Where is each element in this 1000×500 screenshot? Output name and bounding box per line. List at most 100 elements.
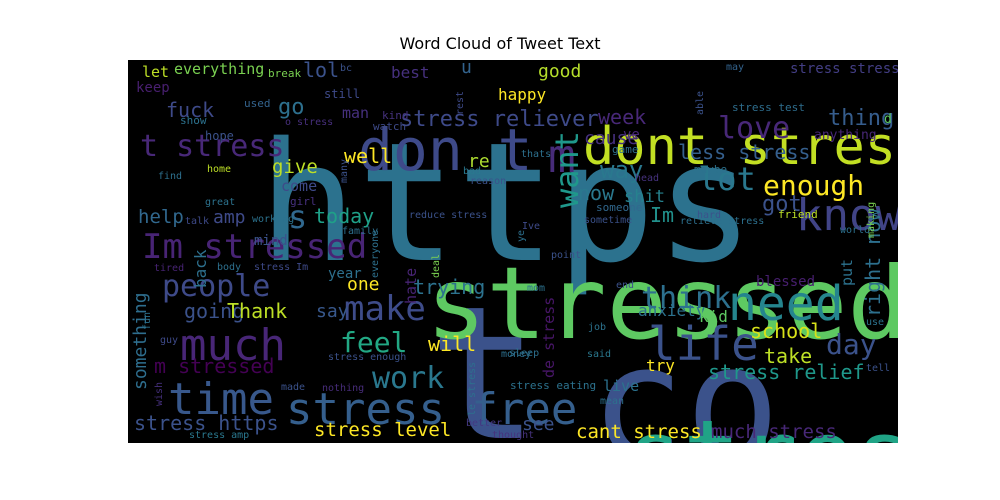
cloud-word: de stress <box>540 297 558 378</box>
cloud-word: https <box>258 107 755 299</box>
cloud-word: able <box>695 91 706 115</box>
cloud-word: trying <box>413 275 485 299</box>
cloud-word: everything <box>174 60 264 78</box>
cloud-word: o stress <box>285 117 333 128</box>
cloud-word: blessed <box>756 274 815 290</box>
cloud-word: re <box>468 151 490 172</box>
cloud-word: let <box>142 63 169 81</box>
cloud-word: u <box>461 60 472 78</box>
cloud-word: use <box>866 317 884 328</box>
cloud-word: point <box>551 250 581 261</box>
cloud-word: stress free <box>286 384 577 435</box>
cloud-word: feel <box>340 326 407 359</box>
cloud-word: come <box>281 177 317 195</box>
cloud-word: stress amp <box>189 430 249 441</box>
cloud-word: head <box>635 173 659 184</box>
cloud-word: find <box>158 171 182 182</box>
cloud-word: home <box>207 164 231 175</box>
cloud-word: tired <box>154 263 184 274</box>
cloud-word: hate <box>402 268 420 304</box>
cloud-word: live <box>603 377 639 395</box>
cloud-word: stress stress <box>790 61 898 77</box>
cloud-word: right now <box>861 208 885 317</box>
cloud-word: day <box>826 328 877 361</box>
cloud-word: kid <box>699 307 728 326</box>
cloud-word: t <box>428 266 539 443</box>
cloud-word: girl <box>290 195 317 208</box>
cloud-word: help <box>138 206 184 228</box>
cloud-word: going <box>184 299 244 323</box>
cloud-word: stress enough <box>328 352 406 363</box>
cloud-word: think <box>641 281 731 316</box>
cloud-word: relieve stress <box>680 216 764 227</box>
cloud-word: deal <box>431 254 442 278</box>
cloud-word: fuck <box>166 98 214 122</box>
cloud-word: thats <box>521 149 551 160</box>
cloud-word: t stress <box>140 129 285 164</box>
cloud-word: need <box>728 276 844 332</box>
cloud-word: maybe <box>694 163 727 176</box>
cloud-word: may <box>726 62 744 73</box>
cloud-word: game <box>612 143 639 156</box>
cloud-word: hope <box>205 129 234 143</box>
cloud-word: stress Im <box>254 262 308 273</box>
cloud-word: try <box>646 356 675 375</box>
cloud-word: mind <box>254 233 288 249</box>
cloud-word: stressed <box>426 245 898 362</box>
cloud-word: watch <box>373 120 406 133</box>
cloud-word: one <box>347 274 380 295</box>
cloud-word: put <box>838 259 856 286</box>
cloud-word: stress relief <box>708 360 865 384</box>
cloud-word: break <box>268 67 301 80</box>
cloud-word: go <box>278 95 305 120</box>
cloud-word: stress https <box>134 411 279 435</box>
cloud-word: man <box>342 104 369 122</box>
cloud-word: thought <box>492 430 534 441</box>
cloud-word: everyone <box>370 230 381 278</box>
cloud-word: dont stress <box>583 117 898 177</box>
cloud-word: time <box>168 374 274 425</box>
cloud-word: happy <box>498 85 547 104</box>
cloud-word: money <box>501 349 531 360</box>
cloud-word: year <box>328 266 362 282</box>
cloud-word: working <box>252 214 294 225</box>
cloud-word: sleep <box>509 348 539 359</box>
cloud-word: stress test <box>732 101 805 114</box>
cloud-word: world <box>840 225 870 236</box>
cloud-word: job <box>588 322 606 333</box>
cloud-word: guy <box>160 335 178 346</box>
cloud-word: well <box>344 144 392 168</box>
cloud-word: great <box>205 197 235 208</box>
cloud-word: don t <box>358 116 533 184</box>
cloud-word: Im <box>650 203 674 227</box>
cloud-word: something <box>130 292 151 390</box>
cloud-word: stress <box>626 401 898 443</box>
cloud-word: nothing <box>322 383 364 394</box>
cloud-word: ye <box>516 230 527 242</box>
cloud-word: much <box>180 320 286 371</box>
cloud-word: make <box>344 289 426 329</box>
cloud-word: cause <box>584 128 638 149</box>
cloud-word: work <box>372 361 444 396</box>
cloud-word: shit <box>624 187 665 207</box>
cloud-word: life <box>648 317 759 371</box>
cloud-word: bc <box>340 63 352 74</box>
cloud-word: m <box>548 129 576 183</box>
cloud-word: ve <box>623 127 640 143</box>
cloud-word: amp <box>213 207 246 228</box>
cloud-word: wish <box>154 382 165 406</box>
cloud-word: said <box>587 349 611 360</box>
cloud-word: lol <box>303 60 339 82</box>
cloud-word: best <box>391 63 430 82</box>
cloud-word: m stressed <box>154 354 274 378</box>
cloud-word: way <box>600 156 643 184</box>
cloud-word: le stress <box>467 362 478 416</box>
cloud-word: sometime <box>584 215 632 226</box>
cloud-word: show <box>180 114 207 127</box>
cloud-word: week <box>598 105 646 129</box>
cloud-word: stress reliever <box>400 107 599 132</box>
cloud-word: end <box>616 280 634 291</box>
cloud-word: talk <box>185 216 209 227</box>
